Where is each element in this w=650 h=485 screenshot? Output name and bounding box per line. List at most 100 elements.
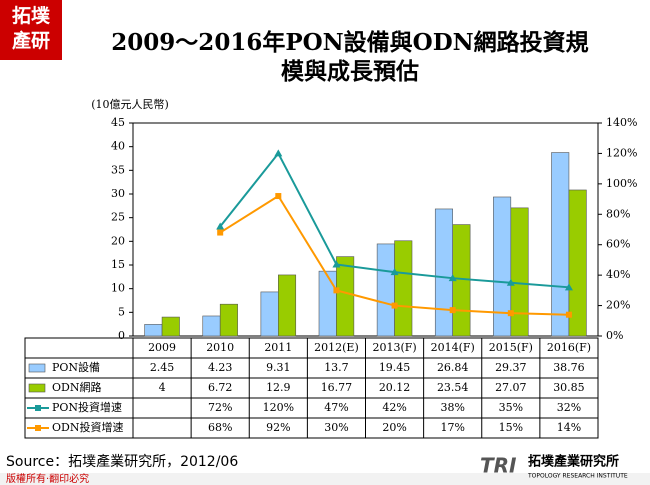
- table-value: 13.7: [324, 361, 349, 374]
- legend-label: ODN投資增速: [52, 420, 123, 434]
- table-value: 30%: [324, 421, 348, 434]
- bar: [202, 315, 221, 337]
- marker: [565, 311, 572, 318]
- y-tick-label: 35: [111, 163, 125, 176]
- legend-label: ODN網路: [52, 380, 101, 394]
- bar: [336, 256, 355, 337]
- plot-area: [132, 122, 599, 337]
- y2-tick-label: 0%: [606, 329, 623, 342]
- table-value: 35%: [499, 401, 523, 414]
- y-tick-label: 45: [111, 116, 125, 129]
- y2-tick-label: 80%: [606, 207, 630, 220]
- x-tick-label: 2015(F): [489, 341, 533, 354]
- y-axis-label: (10億元人民幣): [91, 98, 169, 111]
- footer: 版權所有‧翻印必究: [6, 472, 89, 485]
- table-value: 30.85: [553, 381, 585, 394]
- table-value: 38%: [440, 401, 464, 414]
- bar: [144, 324, 163, 337]
- legend-swatch: [28, 383, 46, 393]
- marker: [275, 193, 282, 200]
- logo-box: [0, 0, 62, 60]
- table-value: 92%: [266, 421, 290, 434]
- table-value: 15%: [499, 421, 523, 434]
- x-tick-label: 2014(F): [431, 341, 475, 354]
- y-tick-label: 5: [118, 305, 125, 318]
- bar: [161, 316, 180, 337]
- marker: [507, 310, 514, 317]
- chart-title: 2009～2016年PON設備與ODN網路投資規: [111, 29, 588, 56]
- bar: [434, 208, 453, 337]
- marker: [449, 307, 456, 314]
- table-value: 20%: [382, 421, 406, 434]
- y2-tick-label: 120%: [606, 146, 637, 159]
- legend-label: PON投資增速: [52, 400, 122, 414]
- table-value: 72%: [208, 401, 232, 414]
- logo-text: 拓墣: [12, 4, 50, 27]
- y-tick-label: 40: [111, 140, 125, 153]
- y-tick-label: 20: [111, 234, 125, 247]
- bar: [551, 152, 570, 337]
- x-tick-label: 2011: [264, 341, 292, 354]
- marker: [216, 222, 225, 230]
- chart-title: 模與成長預估: [281, 58, 419, 85]
- table-value: 14%: [557, 421, 581, 434]
- y2-tick-label: 20%: [606, 299, 630, 312]
- table-value: 4.23: [208, 361, 233, 374]
- y-tick-label: 30: [111, 187, 125, 200]
- legend-swatch: [28, 363, 46, 373]
- table-value: 32%: [557, 401, 581, 414]
- x-tick-label: 2013(F): [372, 341, 416, 354]
- y2-tick-label: 40%: [606, 268, 630, 281]
- footer-bar: [0, 473, 650, 485]
- x-tick-label: 2012(E): [314, 341, 359, 354]
- y-tick-label: 0: [118, 329, 125, 342]
- bar: [318, 270, 337, 337]
- marker: [332, 260, 341, 268]
- table-value: 4: [159, 381, 166, 394]
- y-tick-label: 25: [111, 211, 125, 224]
- table-value: 26.84: [437, 361, 469, 374]
- legend-swatch: [35, 425, 41, 431]
- table-value: 16.77: [321, 381, 353, 394]
- table-value: 47%: [324, 401, 348, 414]
- marker: [391, 302, 398, 309]
- y-tick-label: 10: [111, 282, 125, 295]
- table-value: 38.76: [553, 361, 585, 374]
- marker: [274, 149, 283, 157]
- marker: [217, 229, 224, 236]
- bar: [394, 240, 413, 337]
- table-value: 120%: [263, 401, 294, 414]
- logo-text: 產研: [12, 29, 50, 52]
- bar: [510, 207, 529, 337]
- table-value: 9.31: [266, 361, 291, 374]
- marker: [564, 283, 573, 291]
- table-value: 23.54: [437, 381, 469, 394]
- bar: [219, 303, 238, 337]
- logo-english: TOPOLOGY RESEARCH INSTITUTE: [527, 473, 628, 480]
- legend-label: PON設備: [52, 360, 100, 374]
- marker: [390, 268, 399, 276]
- source: Source：拓墣產業研究所，2012/06: [6, 453, 238, 470]
- y2-tick-label: 100%: [606, 177, 637, 190]
- y-tick-label: 15: [111, 258, 125, 271]
- table-value: 17%: [440, 421, 464, 434]
- bar: [376, 243, 395, 337]
- table-value: 20.12: [379, 381, 411, 394]
- y2-tick-label: 140%: [606, 116, 637, 129]
- bar: [278, 274, 297, 337]
- y2-tick-label: 60%: [606, 238, 630, 251]
- table-value: 2.45: [150, 361, 175, 374]
- table-value: 42%: [382, 401, 406, 414]
- bar: [260, 291, 279, 337]
- marker: [506, 278, 515, 286]
- table-value: 6.72: [208, 381, 233, 394]
- x-tick-label: 2010: [206, 341, 234, 354]
- x-tick-label: 2016(F): [547, 341, 591, 354]
- table-value: 19.45: [379, 361, 411, 374]
- logo-mark: TRI: [480, 454, 517, 478]
- marker: [448, 274, 457, 282]
- table-value: 12.9: [266, 381, 291, 394]
- bar: [568, 189, 587, 337]
- table-value: 68%: [208, 421, 232, 434]
